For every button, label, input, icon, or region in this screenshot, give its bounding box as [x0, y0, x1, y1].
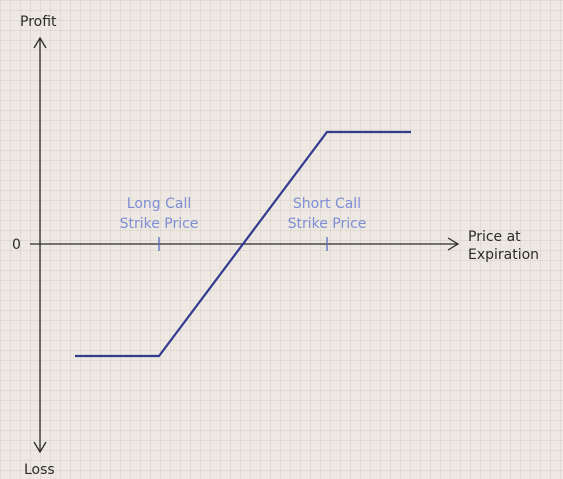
series-group [75, 130, 411, 358]
payoff-line [75, 130, 411, 358]
short_call-strike-label: Short Call [293, 196, 361, 212]
strike-ticks [158, 237, 328, 251]
short_call-strike-label: Strike Price [288, 216, 367, 232]
x-axis-arrow-icon [447, 237, 460, 251]
y-label-loss: Loss [24, 462, 55, 478]
y-label-profit: Profit [20, 14, 57, 30]
y-axis-arrow-down-icon [33, 441, 47, 454]
x-label-line: Expiration [468, 247, 539, 263]
axes [30, 36, 460, 454]
y-axis-arrow-up-icon [33, 36, 47, 49]
long_call-strike-label: Long Call [127, 196, 191, 212]
x-label-line: Price at [468, 229, 521, 245]
labels: Profit Loss 0 Price at Expiration Long Call St… [12, 14, 539, 478]
long_call-strike-label: Strike Price [120, 216, 199, 232]
zero-label: 0 [12, 237, 21, 253]
